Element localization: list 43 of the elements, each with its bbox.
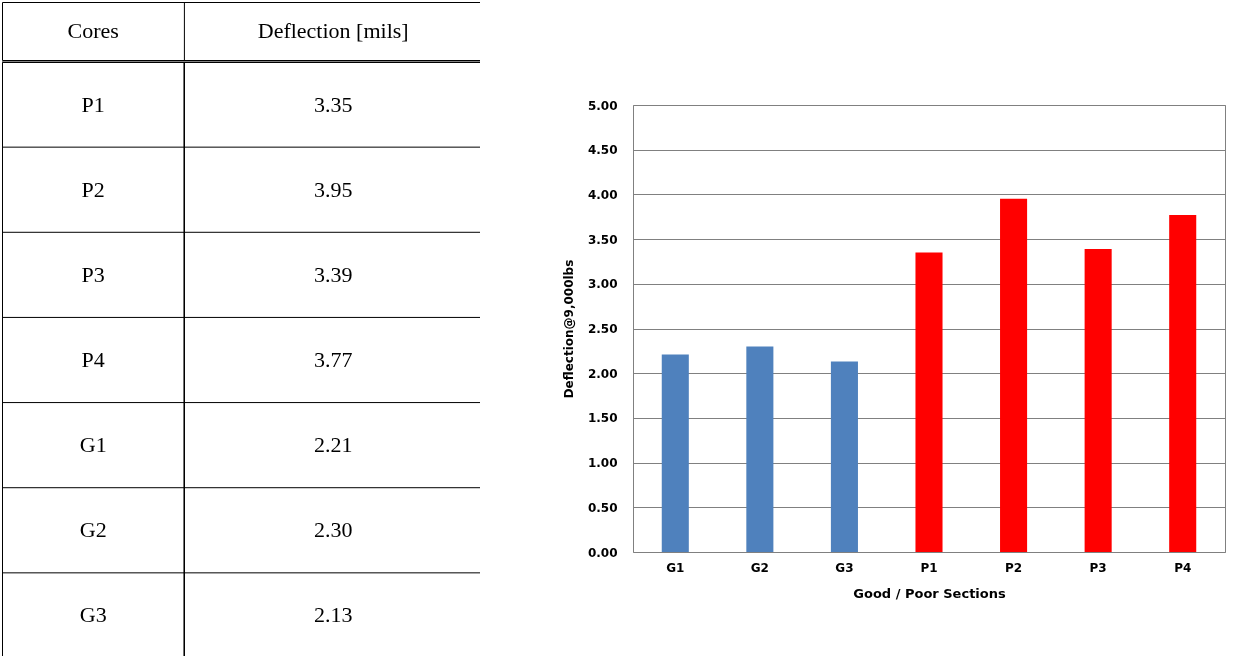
- data-label: 2.13: [313, 602, 353, 628]
- y-tick-label: 5.00: [587, 98, 618, 113]
- x-tick-label: P3: [1089, 560, 1107, 575]
- data-label: 3.95: [313, 176, 353, 202]
- y-tick-label: 1.50: [587, 411, 618, 426]
- y-tick-label: 0.00: [587, 545, 618, 560]
- bar: [1084, 248, 1112, 552]
- category-label: P3: [81, 261, 105, 287]
- bar: [915, 252, 943, 552]
- y-tick-label: 4.00: [587, 187, 618, 202]
- y-tick-label: 3.00: [587, 277, 618, 292]
- data-label: 2.30: [313, 517, 353, 543]
- text: Deflection [mils]: [257, 18, 409, 43]
- bar: [830, 361, 858, 552]
- data-label: 3.35: [313, 91, 353, 117]
- category-label: P2: [81, 176, 105, 202]
- y-axis-title: Deflection@9,000lbs: [561, 259, 576, 399]
- data-label: 3.77: [313, 347, 353, 372]
- data-label: 2.21: [313, 432, 353, 458]
- y-tick-label: 0.50: [587, 500, 618, 515]
- y-tick-label: 2.00: [587, 366, 618, 381]
- x-tick-label: G3: [835, 560, 854, 575]
- bar: [746, 346, 774, 552]
- y-tick-label: 2.50: [587, 322, 618, 336]
- x-tick-label: P4: [1174, 560, 1192, 575]
- x-axis-title: Good / Poor Sections: [853, 585, 1006, 601]
- category-label: G2: [79, 517, 107, 543]
- bar: [661, 354, 689, 552]
- category-label: P4: [81, 347, 105, 372]
- bar: [1169, 214, 1197, 552]
- text: Cores: [67, 18, 119, 43]
- category-label: G3: [79, 602, 107, 628]
- y-tick-label: 3.50: [587, 232, 618, 247]
- data-label: 3.39: [313, 261, 353, 287]
- x-tick-label: G1: [666, 560, 685, 575]
- category-label: G1: [79, 432, 107, 458]
- y-tick-label: 4.50: [587, 143, 618, 158]
- bar: [1000, 198, 1028, 552]
- x-tick-label: P1: [920, 560, 938, 575]
- x-tick-label: G2: [750, 560, 769, 575]
- category-label: P1: [81, 91, 105, 117]
- x-tick-label: P2: [1004, 560, 1023, 575]
- y-tick-label: 1.00: [587, 456, 618, 471]
